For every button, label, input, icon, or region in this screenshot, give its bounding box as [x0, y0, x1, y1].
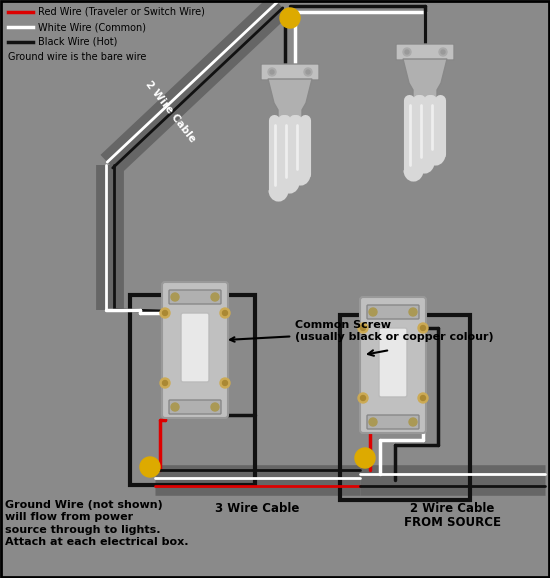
Circle shape [162, 310, 168, 316]
Circle shape [220, 378, 230, 388]
Circle shape [162, 380, 168, 386]
Polygon shape [403, 59, 447, 100]
Circle shape [306, 70, 310, 74]
Circle shape [140, 457, 160, 477]
Bar [130, 295, 255, 485]
Circle shape [439, 48, 447, 56]
FancyBboxPatch shape [261, 64, 319, 80]
FancyBboxPatch shape [169, 290, 221, 304]
FancyBboxPatch shape [367, 415, 419, 429]
Circle shape [358, 393, 368, 403]
Circle shape [355, 448, 375, 468]
Text: White Wire (Common): White Wire (Common) [38, 22, 146, 32]
Circle shape [220, 308, 230, 318]
Circle shape [421, 325, 426, 331]
FancyBboxPatch shape [162, 282, 228, 418]
Circle shape [360, 325, 366, 331]
FancyBboxPatch shape [396, 44, 454, 60]
Text: 2 Wire Cable: 2 Wire Cable [143, 79, 197, 144]
Circle shape [369, 308, 377, 316]
Circle shape [211, 403, 219, 411]
Text: Black Wire (Hot): Black Wire (Hot) [38, 37, 117, 47]
Circle shape [223, 310, 228, 316]
FancyBboxPatch shape [367, 305, 419, 319]
Circle shape [171, 293, 179, 301]
Circle shape [270, 70, 274, 74]
Text: Ground wire is the bare wire: Ground wire is the bare wire [8, 52, 146, 62]
Circle shape [403, 48, 411, 56]
FancyBboxPatch shape [169, 400, 221, 414]
Circle shape [211, 293, 219, 301]
Text: Ground Wire (not shown)
will flow from power
source through to lights.
Attach at: Ground Wire (not shown) will flow from p… [5, 500, 189, 547]
Circle shape [418, 393, 428, 403]
Text: Common Screw
(usually black or copper colour): Common Screw (usually black or copper co… [230, 320, 494, 342]
Circle shape [418, 323, 428, 333]
Circle shape [160, 378, 170, 388]
Circle shape [369, 418, 377, 426]
Circle shape [160, 308, 170, 318]
Circle shape [360, 395, 366, 401]
Circle shape [441, 50, 445, 54]
Circle shape [358, 323, 368, 333]
Circle shape [409, 418, 417, 426]
Circle shape [304, 68, 312, 76]
Polygon shape [268, 79, 312, 120]
Text: FROM SOURCE: FROM SOURCE [404, 516, 500, 528]
Text: Red Wire (Traveler or Switch Wire): Red Wire (Traveler or Switch Wire) [38, 7, 205, 17]
Circle shape [409, 308, 417, 316]
Text: 3 Wire Cable: 3 Wire Cable [215, 502, 299, 514]
FancyBboxPatch shape [379, 328, 407, 397]
Circle shape [223, 380, 228, 386]
Circle shape [421, 395, 426, 401]
Circle shape [171, 403, 179, 411]
Circle shape [405, 50, 409, 54]
Circle shape [280, 8, 300, 28]
Text: 2 Wire Cable: 2 Wire Cable [410, 502, 494, 514]
Circle shape [268, 68, 276, 76]
FancyBboxPatch shape [360, 297, 426, 433]
FancyBboxPatch shape [181, 313, 209, 382]
Bar [340, 315, 470, 500]
